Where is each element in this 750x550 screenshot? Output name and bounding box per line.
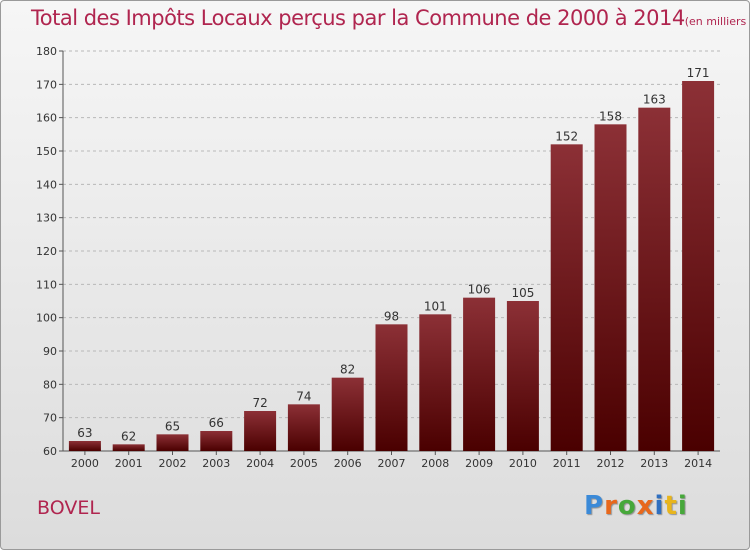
x-tick-label: 2002 (159, 457, 187, 470)
x-tick-label: 2009 (465, 457, 493, 470)
bar (200, 431, 233, 451)
bar-value-label: 105 (511, 286, 534, 300)
bar (331, 377, 364, 451)
chart-title: Total des Impôts Locaux perçus par la Co… (31, 6, 749, 30)
x-tick-label: 2010 (509, 457, 537, 470)
logo-letter: r (604, 491, 618, 521)
y-tick-label: 90 (43, 345, 57, 358)
bar (638, 107, 671, 452)
bar-value-label: 74 (296, 389, 311, 403)
x-tick-label: 2003 (202, 457, 230, 470)
x-tick-label: 2012 (597, 457, 625, 470)
labels: 60 70 80 90 100 110 120 130 140 150 160 170 180 63 200… (36, 45, 712, 470)
x-tick-label: 2008 (421, 457, 449, 470)
logo-letter: x (636, 491, 655, 521)
y-tick-label: 140 (36, 178, 57, 191)
x-tick-label: 2004 (246, 457, 274, 470)
logo-letter: i (677, 491, 688, 521)
y-tick-label: 120 (36, 245, 57, 258)
logo-letter: P (584, 491, 605, 521)
bar (550, 144, 583, 452)
bars (68, 81, 715, 452)
x-tick-label: 2007 (378, 457, 406, 470)
x-tick-label: 2013 (640, 457, 668, 470)
y-tick-label: 100 (36, 312, 57, 325)
y-tick-label: 150 (36, 145, 57, 158)
chart-title-text: Total des Impôts Locaux perçus par la Co… (31, 6, 685, 30)
bar (68, 441, 101, 451)
bar (682, 81, 715, 451)
bar-value-label: 171 (687, 66, 710, 80)
proxiti-logo: Proxiti (584, 491, 688, 521)
x-tick-label: 2001 (115, 457, 143, 470)
bar-value-label: 65 (165, 419, 180, 433)
y-tick-label: 110 (36, 278, 57, 291)
bar (156, 434, 189, 451)
bar (287, 404, 320, 451)
bar-value-label: 82 (340, 363, 355, 377)
y-tick-label: 170 (36, 78, 57, 91)
bar (594, 124, 627, 451)
y-tick-label: 70 (43, 412, 57, 425)
chart-unit: (en milliers d'€) (684, 15, 749, 28)
logo-letter: t (664, 491, 678, 521)
bar (463, 297, 496, 451)
bar (506, 301, 539, 451)
x-tick-label: 2014 (684, 457, 712, 470)
bar (244, 411, 277, 451)
y-tick-label: 80 (43, 378, 57, 391)
bar (112, 444, 145, 451)
bar (419, 314, 452, 451)
x-tick-label: 2005 (290, 457, 318, 470)
logo-letter: i (654, 491, 665, 521)
bar-value-label: 62 (121, 429, 136, 443)
bar-value-label: 63 (77, 426, 92, 440)
x-tick-label: 2011 (553, 457, 581, 470)
logo-letter: o (617, 491, 637, 521)
x-tick-label: 2006 (334, 457, 362, 470)
bar-value-label: 152 (555, 129, 578, 143)
bar-value-label: 101 (424, 299, 447, 313)
bar-value-label: 66 (209, 416, 224, 430)
bar (375, 324, 408, 451)
y-tick-label: 130 (36, 212, 57, 225)
x-tick-label: 2000 (71, 457, 99, 470)
y-tick-label: 160 (36, 112, 57, 125)
y-tick-label: 60 (43, 445, 57, 458)
bar-value-label: 98 (384, 309, 399, 323)
y-tick-label: 180 (36, 45, 57, 58)
bar-value-label: 163 (643, 93, 666, 107)
bar-value-label: 72 (252, 396, 267, 410)
commune-name: BOVEL (37, 497, 100, 519)
bar-value-label: 158 (599, 109, 622, 123)
bar-value-label: 106 (468, 283, 491, 297)
